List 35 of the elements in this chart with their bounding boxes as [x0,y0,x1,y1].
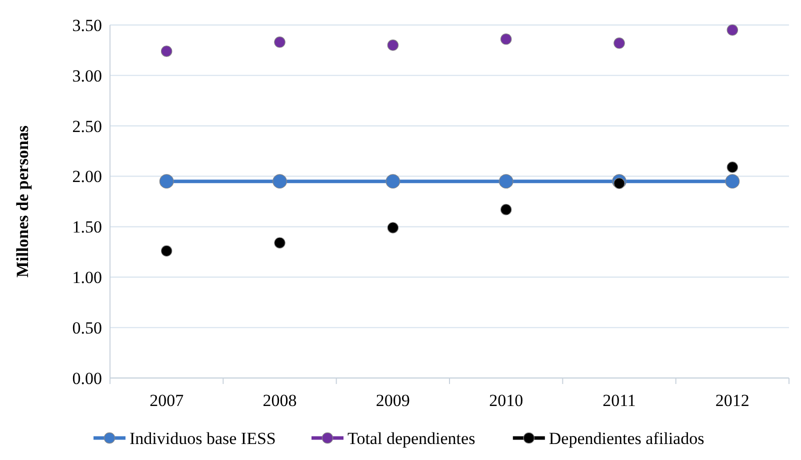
x-tick-label: 2012 [715,391,750,410]
point [614,38,625,49]
point [726,162,738,173]
x-tick-label: 2009 [376,391,410,410]
legend-label: Individuos base IESS [130,429,276,448]
x-tick-label: 2011 [602,391,636,410]
x-tick-label: 2008 [262,391,297,410]
point [387,40,399,51]
point [614,178,625,189]
point [160,46,172,57]
point [386,174,400,189]
y-tick-label: 1.00 [72,268,102,288]
x-tick-label: 2010 [489,391,524,410]
y-tick-label: 0.00 [72,368,102,388]
point [726,24,738,36]
point [274,36,286,48]
point [498,174,514,189]
legend-label: Dependientes afiliados [548,429,704,448]
point [500,204,512,216]
y-tick-label: 3.50 [72,16,102,35]
x-tick-label: 2007 [150,391,184,410]
y-tick-label: 3.00 [72,66,102,86]
point [272,174,287,189]
point [160,245,172,257]
point [500,33,512,45]
point [274,237,286,248]
y-tick-label: 2.50 [72,116,102,136]
y-axis-title: Millones de personas [13,125,32,278]
y-tick-label: 1.50 [72,218,102,237]
legend-label: Total dependientes [348,429,476,448]
point [387,222,399,234]
y-tick-label: 0.50 [72,318,102,338]
y-tick-label: 2.00 [72,167,102,186]
point [725,174,740,189]
point [159,174,174,189]
